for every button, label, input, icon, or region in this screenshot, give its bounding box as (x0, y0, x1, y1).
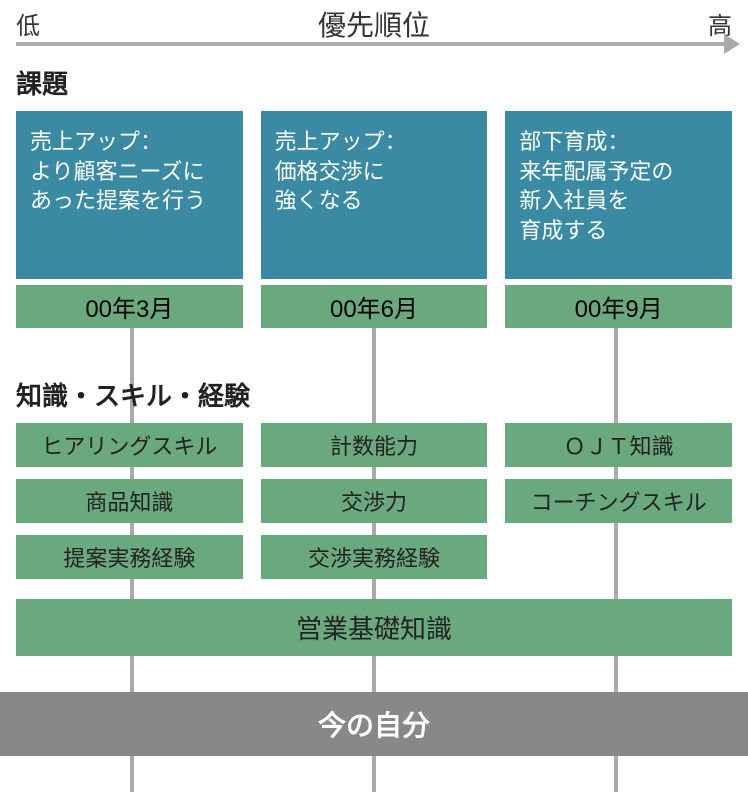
task-date: 00年9月 (505, 285, 732, 328)
priority-header: 低 優先順位 高 (0, 0, 748, 60)
skills-section-title: 知識・スキル・経験 (0, 372, 748, 417)
task-date: 00年3月 (16, 285, 243, 328)
task-column: 部下育成： 来年配属予定の 新入社員を 育成する 00年9月 (505, 111, 732, 328)
task-column: 売上アップ： より顧客ニーズに あった提案を行う 00年3月 (16, 111, 243, 328)
task-text: 部下育成： 来年配属予定の 新入社員を 育成する (519, 127, 673, 246)
skills-row: ヒアリングスキル 商品知識 提案実務経験 計数能力 交渉力 交渉実務経験 ＯＪＴ… (0, 417, 748, 591)
skills-column: ヒアリングスキル 商品知識 提案実務経験 (16, 423, 243, 591)
skill-pill: 交渉力 (261, 479, 488, 523)
task-date: 00年6月 (261, 285, 488, 328)
foundation-bar: 営業基礎知識 (16, 599, 732, 656)
now-bar: 今の自分 (0, 692, 748, 756)
task-text: 売上アップ： 価格交渉に 強くなる (275, 127, 407, 216)
skill-pill: ヒアリングスキル (16, 423, 243, 467)
task-card: 部下育成： 来年配属予定の 新入社員を 育成する (505, 111, 732, 279)
priority-center-label: 優先順位 (16, 4, 732, 44)
skill-pill: 計数能力 (261, 423, 488, 467)
task-column: 売上アップ： 価格交渉に 強くなる 00年6月 (261, 111, 488, 328)
task-card: 売上アップ： 価格交渉に 強くなる (261, 111, 488, 279)
priority-low-label: 低 (16, 6, 40, 41)
skill-pill: 商品知識 (16, 479, 243, 523)
task-card: 売上アップ： より顧客ニーズに あった提案を行う (16, 111, 243, 279)
tasks-row: 売上アップ： より顧客ニーズに あった提案を行う 00年3月 売上アップ： 価格… (0, 105, 748, 328)
skill-pill: コーチングスキル (505, 479, 732, 523)
task-text: 売上アップ： より顧客ニーズに あった提案を行う (30, 127, 206, 216)
tasks-section-title: 課題 (0, 60, 748, 105)
skills-column: 計数能力 交渉力 交渉実務経験 (261, 423, 488, 591)
skills-column: ＯＪＴ知識 コーチングスキル (505, 423, 732, 591)
priority-axis-arrowhead (724, 34, 740, 54)
skill-pill: 交渉実務経験 (261, 535, 488, 579)
skill-pill: 提案実務経験 (16, 535, 243, 579)
skill-pill: ＯＪＴ知識 (505, 423, 732, 467)
priority-axis-line (16, 42, 732, 46)
